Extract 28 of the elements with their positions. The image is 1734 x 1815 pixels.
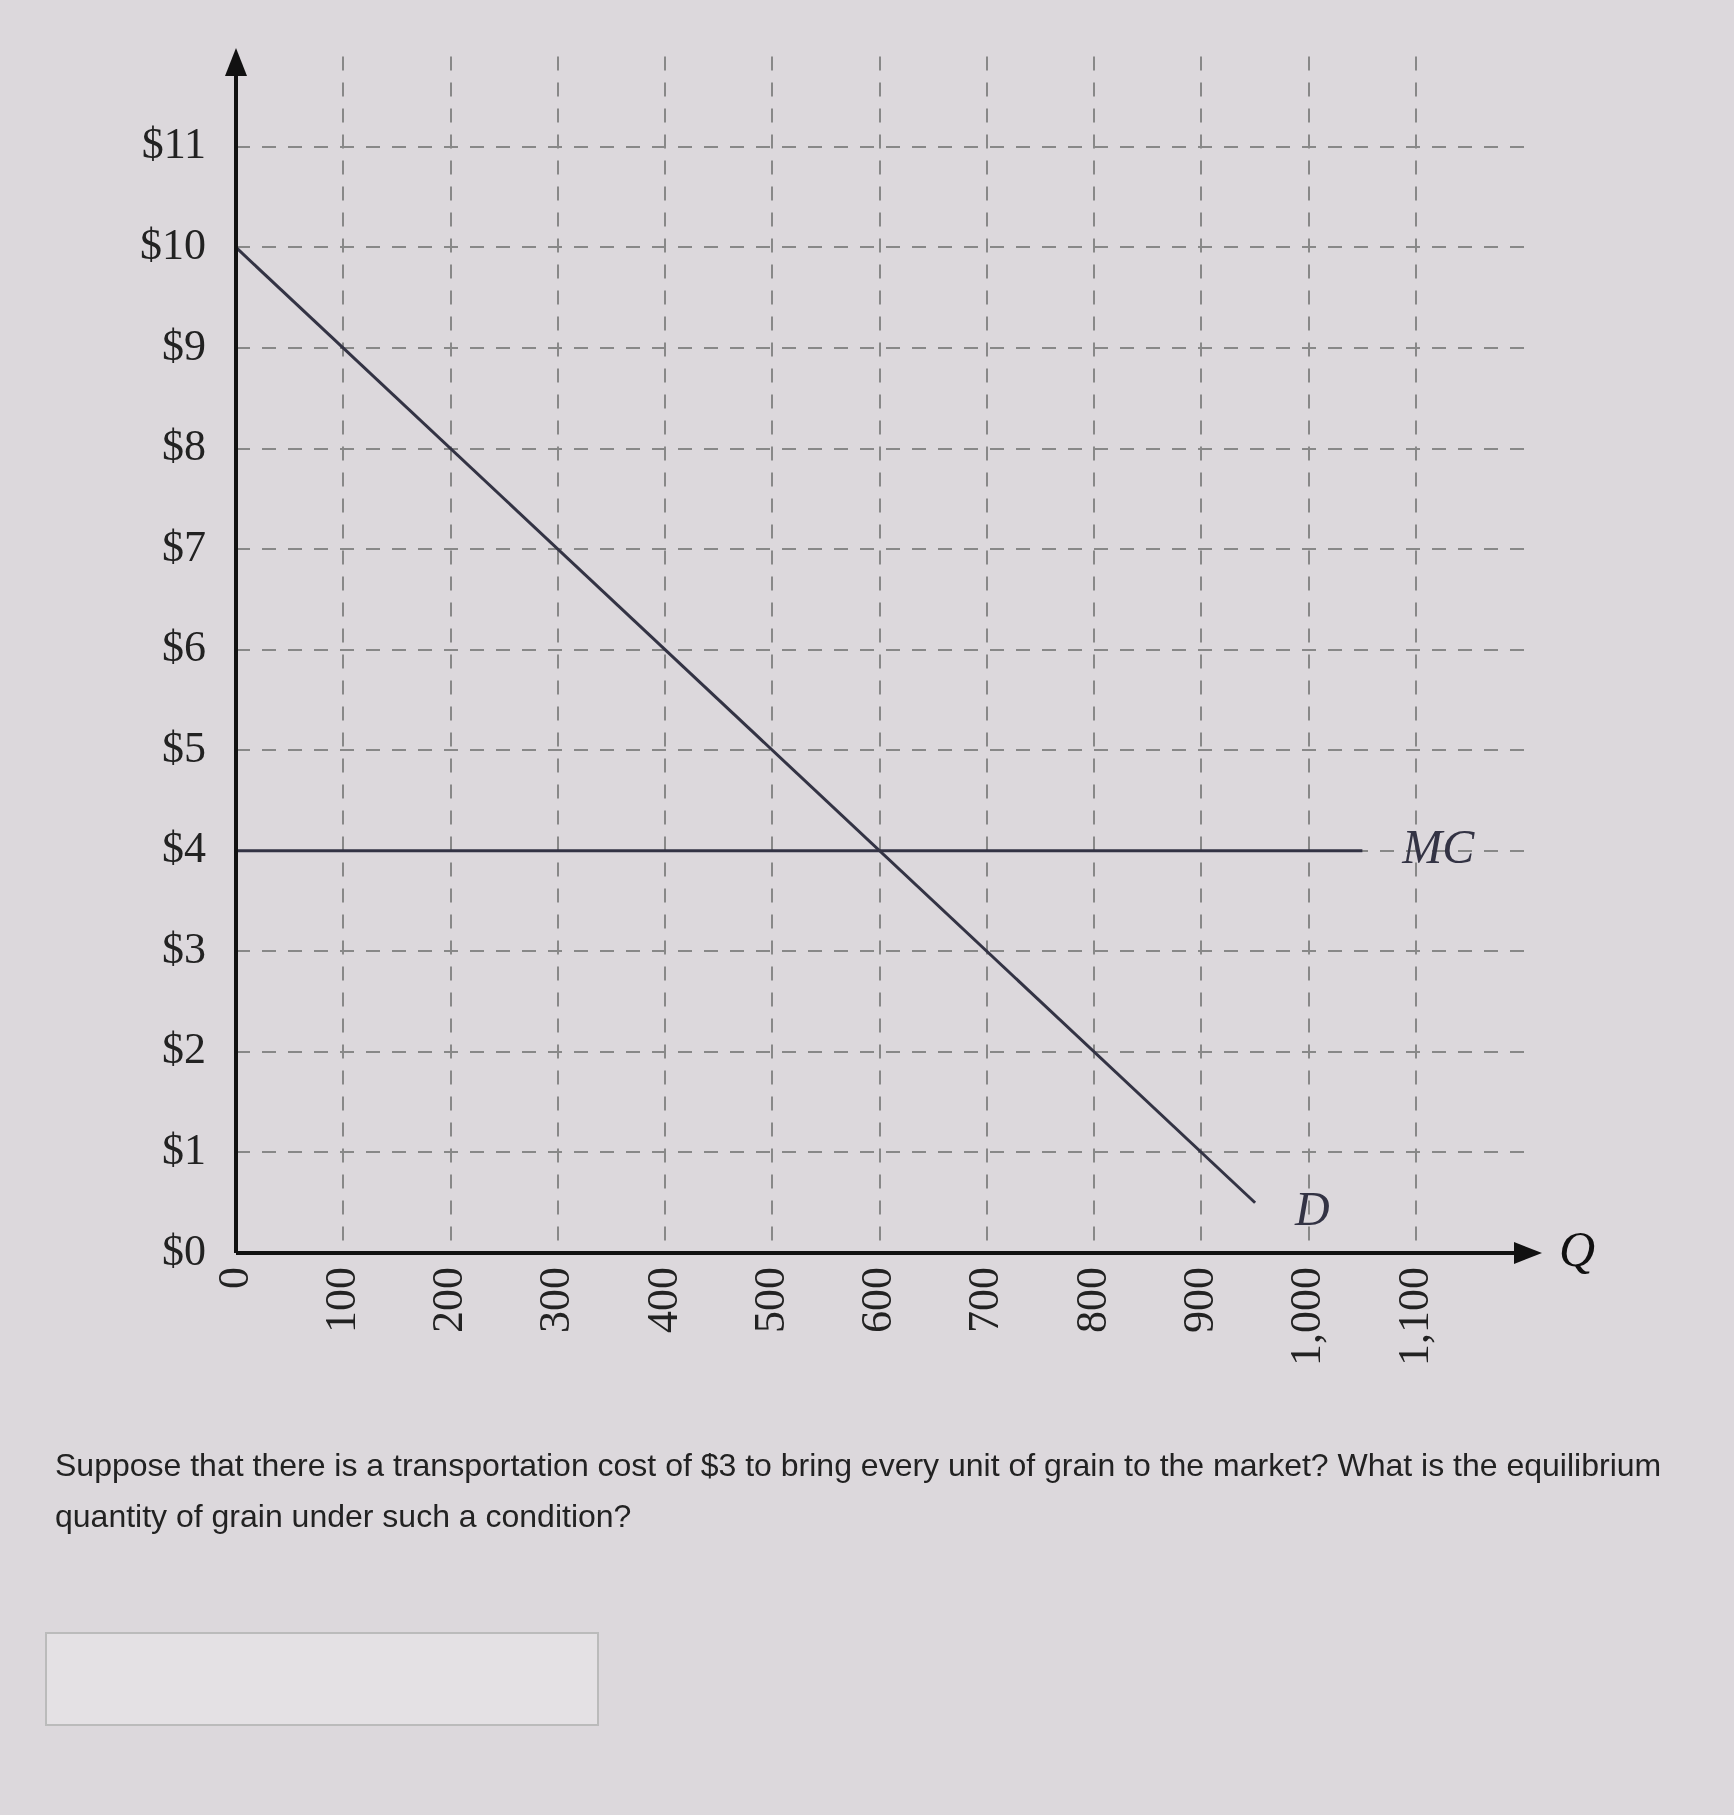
series-label: D <box>1294 1182 1330 1236</box>
x-tick-label: 800 <box>1066 1267 1116 1333</box>
series-label: MC <box>1401 820 1476 874</box>
y-tick-label: $1 <box>162 1125 206 1175</box>
x-tick-label: 900 <box>1174 1267 1224 1333</box>
x-tick-label: 400 <box>637 1267 687 1333</box>
x-tick-label: 300 <box>530 1267 580 1333</box>
y-tick-label: $3 <box>162 923 206 973</box>
x-axis-title: Q <box>1559 1221 1596 1278</box>
y-tick-label: $2 <box>162 1024 206 1074</box>
x-tick-label: 500 <box>744 1267 794 1333</box>
x-tick-label: 600 <box>852 1267 902 1333</box>
y-tick-label: $11 <box>141 119 206 169</box>
x-tick-label: 1,100 <box>1388 1267 1438 1366</box>
y-tick-label: $10 <box>140 220 206 270</box>
y-tick-label: $0 <box>162 1225 206 1275</box>
x-tick-label: 700 <box>959 1267 1009 1333</box>
y-tick-label: $4 <box>162 823 206 873</box>
y-tick-label: $6 <box>162 622 206 672</box>
x-tick-label: 1,000 <box>1281 1267 1331 1366</box>
y-tick-label: $9 <box>162 320 206 370</box>
y-tick-label: $8 <box>162 421 206 471</box>
x-tick-label: 0 <box>208 1267 258 1289</box>
y-tick-label: $5 <box>162 722 206 772</box>
y-tick-label: $7 <box>162 521 206 571</box>
text: Suppose that there is a transportation cost of $3 to bring every unit of grain to the market? What is the equilibrium quantity of grain under such a condition? <box>55 1446 1663 1537</box>
x-tick-label: 100 <box>315 1267 365 1333</box>
x-tick-label: 200 <box>423 1267 473 1333</box>
